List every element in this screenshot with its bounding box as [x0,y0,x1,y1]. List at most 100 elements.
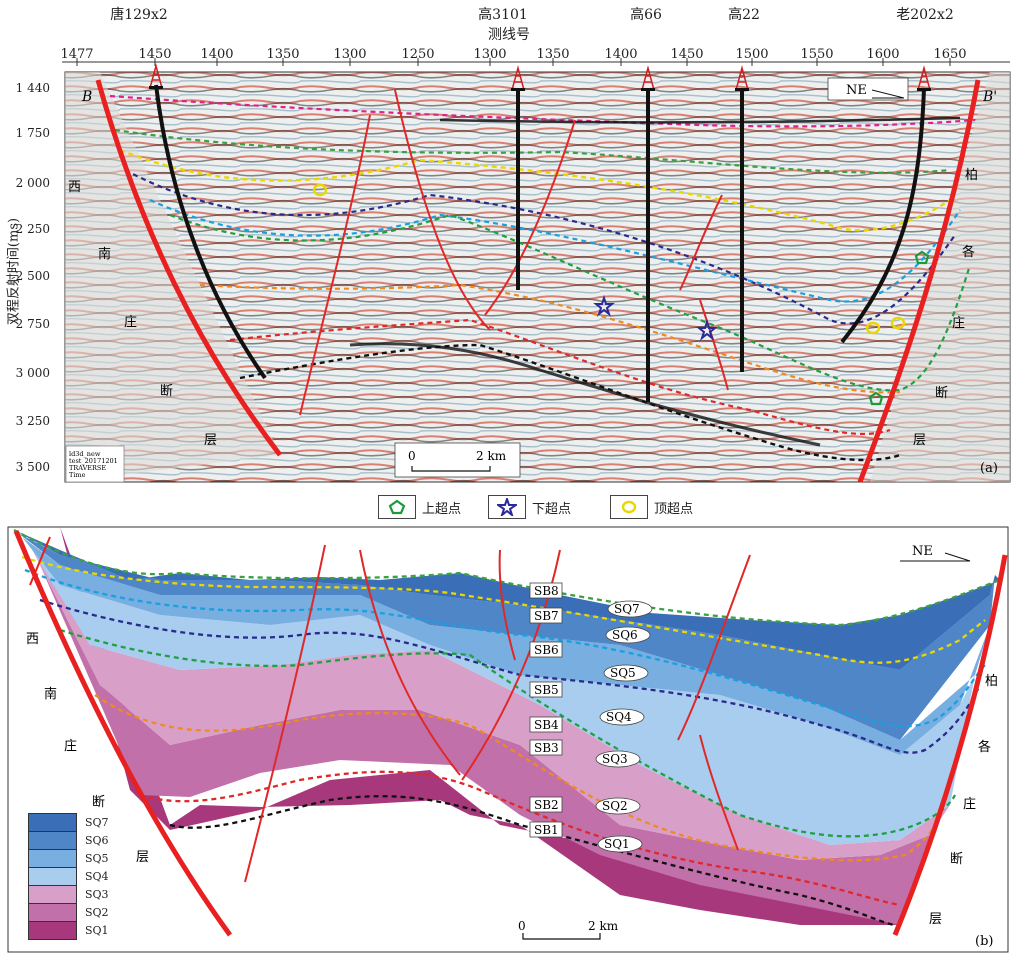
well-label-gao66: 高66 [630,7,662,23]
sb2-label: SB2 [534,798,559,812]
fault-xinanzhuang [95,79,282,457]
sq1-label: SQ1 [604,837,630,851]
horizon-sb4-lightblue [149,198,961,303]
horizon-sb1-black [239,343,901,462]
x-tick-label: 1300 [473,47,507,62]
section-end-label: B' [982,89,997,105]
legend-downlap: 下超点 [488,495,571,519]
x-tick-label: 1400 [604,47,638,62]
left-fault-char: 南 [44,686,57,702]
x-tick-label: 1250 [401,47,435,62]
sequence-fill-sq3 [30,545,950,860]
legend-toplap-label: 顶超点 [654,501,694,517]
right-fault-char: 断 [950,852,963,867]
x-tick-label: 1450 [138,47,172,62]
y-tick-label: 2 750 [15,317,50,331]
left-fault-char: 南 [98,246,111,262]
x-axis-title: 测线号 [488,27,530,43]
sb1-line [169,795,896,927]
x-tick-label: 1477 [60,47,94,62]
y-tick-label: 2 000 [15,176,50,190]
sq7-label: SQ7 [614,602,640,616]
horizon-sb5-darkblue [124,169,956,325]
sequence-legend: SQ7 SQ6 SQ5 SQ4 SQ3 SQ2 SQ1 [28,812,123,940]
legend-label: SQ5 [85,851,109,865]
legend-item-sq2: SQ2 [28,902,123,922]
onlap-marker [868,391,884,406]
x-tick-label: 1550 [800,47,834,62]
y-tick-label: 2 250 [15,222,50,236]
legend-item-sq3: SQ3 [28,884,123,904]
sequence-fill-sq5 [22,537,990,755]
y-tick-label: 1 440 [15,81,50,95]
sb4-line [59,628,957,838]
right-fault-char: 庄 [952,315,965,331]
sb6-label: SB6 [534,643,559,657]
downlap-marker [593,294,615,317]
sq4-label: SQ4 [606,710,632,724]
legend-downlap-label: 下超点 [532,501,572,517]
horizon-sb7-green [114,128,951,174]
legend-swatch [28,920,77,940]
x-tick-label: 1650 [933,47,967,62]
left-fault-char: 层 [204,433,217,448]
right-fault-char: 层 [929,912,942,927]
info-line: test_20171201 [69,457,118,465]
sequence-model-panel: SB8 SB7 SB6 SB5 SB4 SB3 SB2 SB1 SQ7 SQ6 … [7,526,1009,953]
horizon-sb6-yellow [119,148,951,232]
sb2-line [139,770,901,907]
legend-toplap: 顶超点 [610,495,693,519]
info-line: ld3d_new [69,450,101,458]
toplap-marker [312,183,328,197]
toplap-marker [865,321,881,335]
downlap-marker [696,318,718,341]
right-fault-char: 庄 [963,796,976,812]
sb5-line [39,598,982,754]
sequence-fill-sq4 [28,543,975,845]
right-fault-char: 柏 [985,674,998,689]
panel-label-b: (b) [975,934,993,949]
x-tick-label: 1350 [536,47,570,62]
sequence-fill-sq6 [18,533,995,740]
circle-icon [610,495,648,519]
left-fault-char: 西 [26,632,39,647]
y-tick-label: 1 750 [15,126,50,140]
legend-item-sq4: SQ4 [28,866,123,886]
y-tick-label: 2 500 [15,269,50,283]
y-tick-label: 3 000 [15,366,50,380]
x-tick-label: 1600 [866,47,900,62]
fault-baigezhuang [857,79,981,483]
left-boundary-fault [13,530,233,937]
sb7-label: SB7 [534,609,559,623]
well-label-lao202x2: 老202x2 [896,7,954,23]
legend-label: SQ3 [85,887,109,901]
panel-label-a: (a) [980,461,998,476]
direction-label: NE [846,83,867,98]
toplap-marker [890,316,906,330]
x-tick-label: 1450 [670,47,704,62]
right-fault-char: 柏 [965,168,978,183]
scale-bar-start: 0 [518,919,526,933]
right-fault-char: 各 [978,739,991,755]
y-tick-label: 3 500 [15,460,50,474]
left-fault-char: 西 [68,180,81,195]
sb4-label: SB4 [534,718,559,732]
info-line: Time [69,471,86,479]
scale-bar-start: 0 [408,449,416,463]
x-tick-label: 1400 [200,47,234,62]
y-tick-label: 3 250 [15,414,50,428]
onlap-marker [914,250,930,265]
direction-arrow [871,89,905,99]
legend-item-sq6: SQ6 [28,830,123,850]
legend-label: SQ4 [85,869,109,883]
legend-label: SQ6 [85,833,109,847]
legend-swatch [28,866,77,886]
section-start-label: B [81,89,92,105]
scale-bar [522,933,601,940]
left-fault-char: 断 [92,795,105,810]
legend-label: SQ7 [85,815,109,829]
left-fault-char: 层 [136,850,149,865]
sq2-label: SQ2 [602,799,628,813]
sb3-label: SB3 [534,741,559,755]
legend-onlap: 上超点 [378,495,461,519]
